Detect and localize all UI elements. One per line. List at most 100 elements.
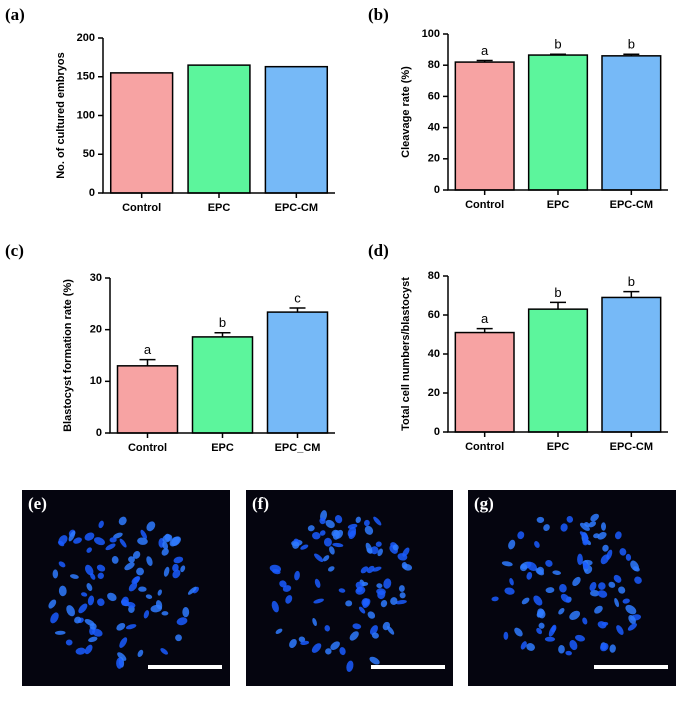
nucleus — [160, 648, 169, 655]
nucleus — [313, 598, 324, 604]
nucleus — [81, 592, 88, 597]
nucleus — [182, 606, 190, 618]
nucleus — [58, 535, 68, 545]
nucleus — [88, 636, 98, 643]
x-tick-label: Control — [465, 199, 504, 211]
nucleus — [58, 561, 66, 568]
nucleus — [533, 595, 543, 606]
nucleus — [569, 610, 581, 621]
nucleus — [625, 604, 637, 615]
y-axis-label: No. of cultured embryos — [55, 52, 67, 179]
nucleus — [606, 549, 613, 560]
nucleus — [314, 578, 321, 588]
nucleus — [84, 564, 94, 576]
nucleus — [322, 555, 330, 562]
nucleus — [338, 588, 346, 593]
nucleus — [138, 586, 147, 592]
nucleus — [395, 600, 407, 605]
nucleus — [172, 569, 181, 579]
significance-letter: c — [294, 290, 301, 305]
nucleus — [558, 607, 565, 615]
y-tick-label: 200 — [77, 32, 95, 44]
y-tick-label: 150 — [77, 71, 95, 83]
nucleus — [136, 567, 144, 576]
nucleus — [572, 576, 581, 587]
nucleus — [173, 556, 184, 564]
nucleus — [86, 547, 92, 553]
nucleus — [109, 537, 117, 543]
nucleus — [163, 566, 170, 577]
nucleus — [319, 530, 326, 536]
image-background — [468, 490, 676, 686]
nucleus — [105, 543, 116, 551]
nucleus — [98, 520, 104, 529]
bar — [109, 72, 174, 194]
nucleus — [593, 533, 600, 539]
nucleus — [323, 537, 332, 547]
image-background — [246, 490, 453, 686]
nucleus — [269, 564, 282, 573]
nucleus — [377, 548, 383, 557]
significance-letter: b — [554, 285, 561, 300]
nucleus — [520, 641, 527, 650]
nucleus — [358, 606, 366, 614]
nucleus — [131, 576, 141, 584]
nucleus — [300, 640, 310, 645]
nucleus — [579, 531, 589, 540]
nucleus — [312, 618, 317, 627]
y-tick-label: 0 — [434, 184, 440, 196]
y-tick-label: 20 — [428, 153, 440, 165]
nucleus — [514, 627, 523, 637]
nucleus — [125, 624, 137, 630]
y-tick-label: 100 — [77, 109, 95, 121]
error-bar — [623, 53, 640, 56]
bar — [527, 308, 589, 433]
nucleus — [560, 593, 571, 603]
nucleus — [119, 637, 128, 648]
nucleus — [137, 537, 148, 545]
bar — [264, 65, 329, 194]
nucleus — [74, 616, 82, 624]
nucleus — [584, 522, 590, 528]
nucleus — [327, 566, 335, 572]
nucleus — [84, 644, 93, 655]
panel-label: (c) — [5, 241, 24, 260]
nucleus — [279, 580, 287, 588]
nucleus — [292, 541, 300, 549]
y-tick-label: 10 — [90, 375, 102, 387]
nucleus — [157, 589, 162, 596]
axes — [109, 278, 335, 434]
nucleus — [526, 561, 537, 572]
y-tick-label: 0 — [89, 187, 95, 199]
y-tick-label: 60 — [428, 309, 440, 321]
nucleus — [361, 598, 370, 607]
nucleus — [334, 515, 343, 524]
nucleus — [548, 625, 556, 637]
nucleus — [526, 643, 535, 651]
nucleus — [175, 634, 182, 642]
nucleus — [369, 656, 380, 665]
x-tick-label: EPC-CM — [610, 441, 653, 453]
nucleus — [116, 623, 126, 631]
nucleus — [545, 587, 555, 593]
micrograph: (f) — [246, 490, 453, 686]
image-label: (f) — [252, 494, 269, 513]
error-bar — [476, 327, 493, 333]
y-tick-label: 20 — [90, 324, 102, 336]
nucleus — [285, 595, 293, 604]
nucleus — [538, 622, 545, 629]
nucleus — [594, 605, 603, 614]
nucleus — [536, 516, 545, 523]
nucleus — [65, 639, 73, 646]
nucleus — [364, 525, 374, 535]
axes — [102, 38, 335, 194]
image-label: (e) — [28, 494, 47, 513]
nucleus — [68, 530, 76, 542]
bar — [116, 365, 179, 434]
y-axis-label: Blastocyst formation rate (%) — [62, 279, 74, 432]
bar — [454, 331, 515, 433]
nucleus — [176, 617, 188, 626]
nucleus — [521, 597, 530, 605]
nucleus — [614, 531, 622, 540]
nucleus — [565, 650, 572, 656]
